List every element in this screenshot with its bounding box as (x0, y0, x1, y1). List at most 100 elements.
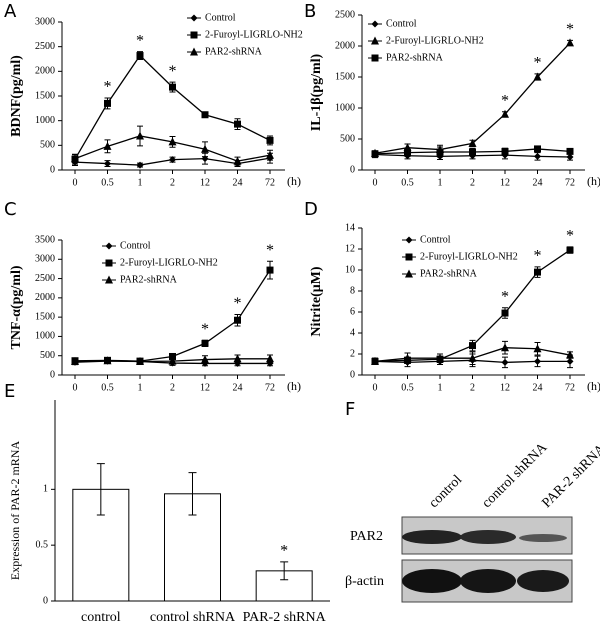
marker (405, 253, 413, 261)
y-axis-label: IL-1β(pg/ml) (309, 53, 324, 131)
x-tick-label: 2 (470, 382, 475, 393)
y-tick-label: 1500 (35, 90, 55, 101)
legend-label: Control (205, 12, 236, 23)
annotation: * (534, 248, 542, 265)
x-tick-label: 1 (138, 177, 143, 188)
x-tick-label: 0.5 (401, 177, 414, 188)
y-axis-label: BDNF(pg/ml) (9, 55, 24, 137)
legend-label: Control (120, 240, 151, 251)
annotation: * (534, 55, 542, 72)
legend-label: 2-Furoyl-LIGRLO-NH2 (120, 257, 218, 268)
error-bar (96, 463, 105, 516)
marker (566, 147, 574, 155)
x-tick-label: 2 (470, 177, 475, 188)
annotation: * (501, 288, 509, 305)
legend-label: Control (386, 18, 417, 29)
panel-label: D (304, 199, 318, 220)
y-tick-label: 0 (50, 369, 55, 380)
panel-label: C (4, 199, 17, 220)
marker (71, 154, 79, 163)
marker (371, 150, 379, 158)
marker (566, 38, 574, 47)
x-tick-label: 2 (170, 382, 175, 393)
y-tick-label: 500 (340, 133, 355, 144)
marker (405, 236, 413, 244)
panel-label: A (4, 1, 17, 22)
marker (233, 354, 242, 363)
y-tick-label: 0 (350, 369, 355, 380)
panel-label: E (4, 381, 15, 402)
x-tick-label: 12 (200, 177, 210, 188)
annotation: * (136, 32, 144, 49)
marker (566, 357, 574, 365)
marker (190, 47, 198, 56)
marker (201, 111, 209, 119)
marker (469, 148, 476, 156)
y-axis-label: TNF-α(pg/ml) (9, 265, 24, 349)
y-tick-label: 2000 (35, 66, 55, 77)
marker (136, 161, 144, 169)
marker (169, 156, 176, 164)
marker (405, 269, 413, 278)
marker (371, 36, 379, 45)
x-axis-label: (h) (287, 379, 301, 393)
legend-label: PAR2-shRNA (420, 268, 478, 279)
y-axis-label: Nitrite(μM) (309, 266, 324, 336)
x-axis-label: (h) (587, 379, 600, 393)
marker (136, 357, 144, 365)
marker (501, 147, 509, 155)
band (402, 530, 462, 544)
marker (266, 266, 274, 274)
x-tick-label: 24 (233, 382, 243, 393)
legend-label: PAR2-shRNA (205, 46, 263, 57)
marker (371, 54, 379, 62)
x-tick-label: 72 (265, 382, 275, 393)
y-tick-label: 12 (345, 243, 355, 254)
marker (566, 350, 574, 359)
band (460, 569, 516, 593)
marker (501, 358, 509, 366)
marker (468, 353, 477, 362)
marker (566, 246, 574, 254)
legend-label: PAR2-shRNA (386, 52, 444, 63)
y-tick-label: 2000 (335, 40, 355, 51)
y-tick-label: 3000 (35, 254, 55, 265)
x-tick-label: 72 (565, 382, 575, 393)
annotation: * (566, 21, 574, 38)
annotation: * (266, 242, 274, 259)
marker (103, 356, 112, 365)
marker (266, 354, 274, 363)
marker (168, 137, 177, 146)
error-bar (280, 561, 289, 581)
band (460, 530, 516, 544)
marker (534, 145, 541, 153)
marker (103, 141, 112, 150)
marker (201, 144, 209, 153)
row-label: PAR2 (350, 529, 383, 544)
y-tick-label: 500 (40, 350, 55, 361)
band (517, 570, 569, 592)
marker (104, 160, 111, 168)
y-axis-label: Expression of PAR-2 mRNA (8, 441, 22, 581)
y-tick-label: 2500 (335, 9, 355, 20)
annotation: * (201, 321, 209, 338)
legend-label: 2-Furoyl-LIGRLO-NH2 (420, 251, 518, 262)
y-tick-label: 0 (50, 164, 55, 175)
y-tick-label: 0 (43, 595, 48, 606)
x-axis-label: (h) (587, 174, 600, 188)
y-tick-label: 2 (350, 348, 355, 359)
y-tick-label: 2500 (35, 273, 55, 284)
y-tick-label: 2000 (35, 292, 55, 303)
marker (201, 355, 209, 364)
marker (469, 342, 476, 350)
marker (371, 356, 379, 365)
marker (403, 353, 412, 362)
annotation: * (234, 295, 242, 312)
marker (404, 149, 411, 157)
marker (233, 156, 242, 165)
x-tick-label: control (81, 610, 121, 625)
marker (534, 268, 541, 276)
y-tick-label: 1000 (335, 102, 355, 113)
